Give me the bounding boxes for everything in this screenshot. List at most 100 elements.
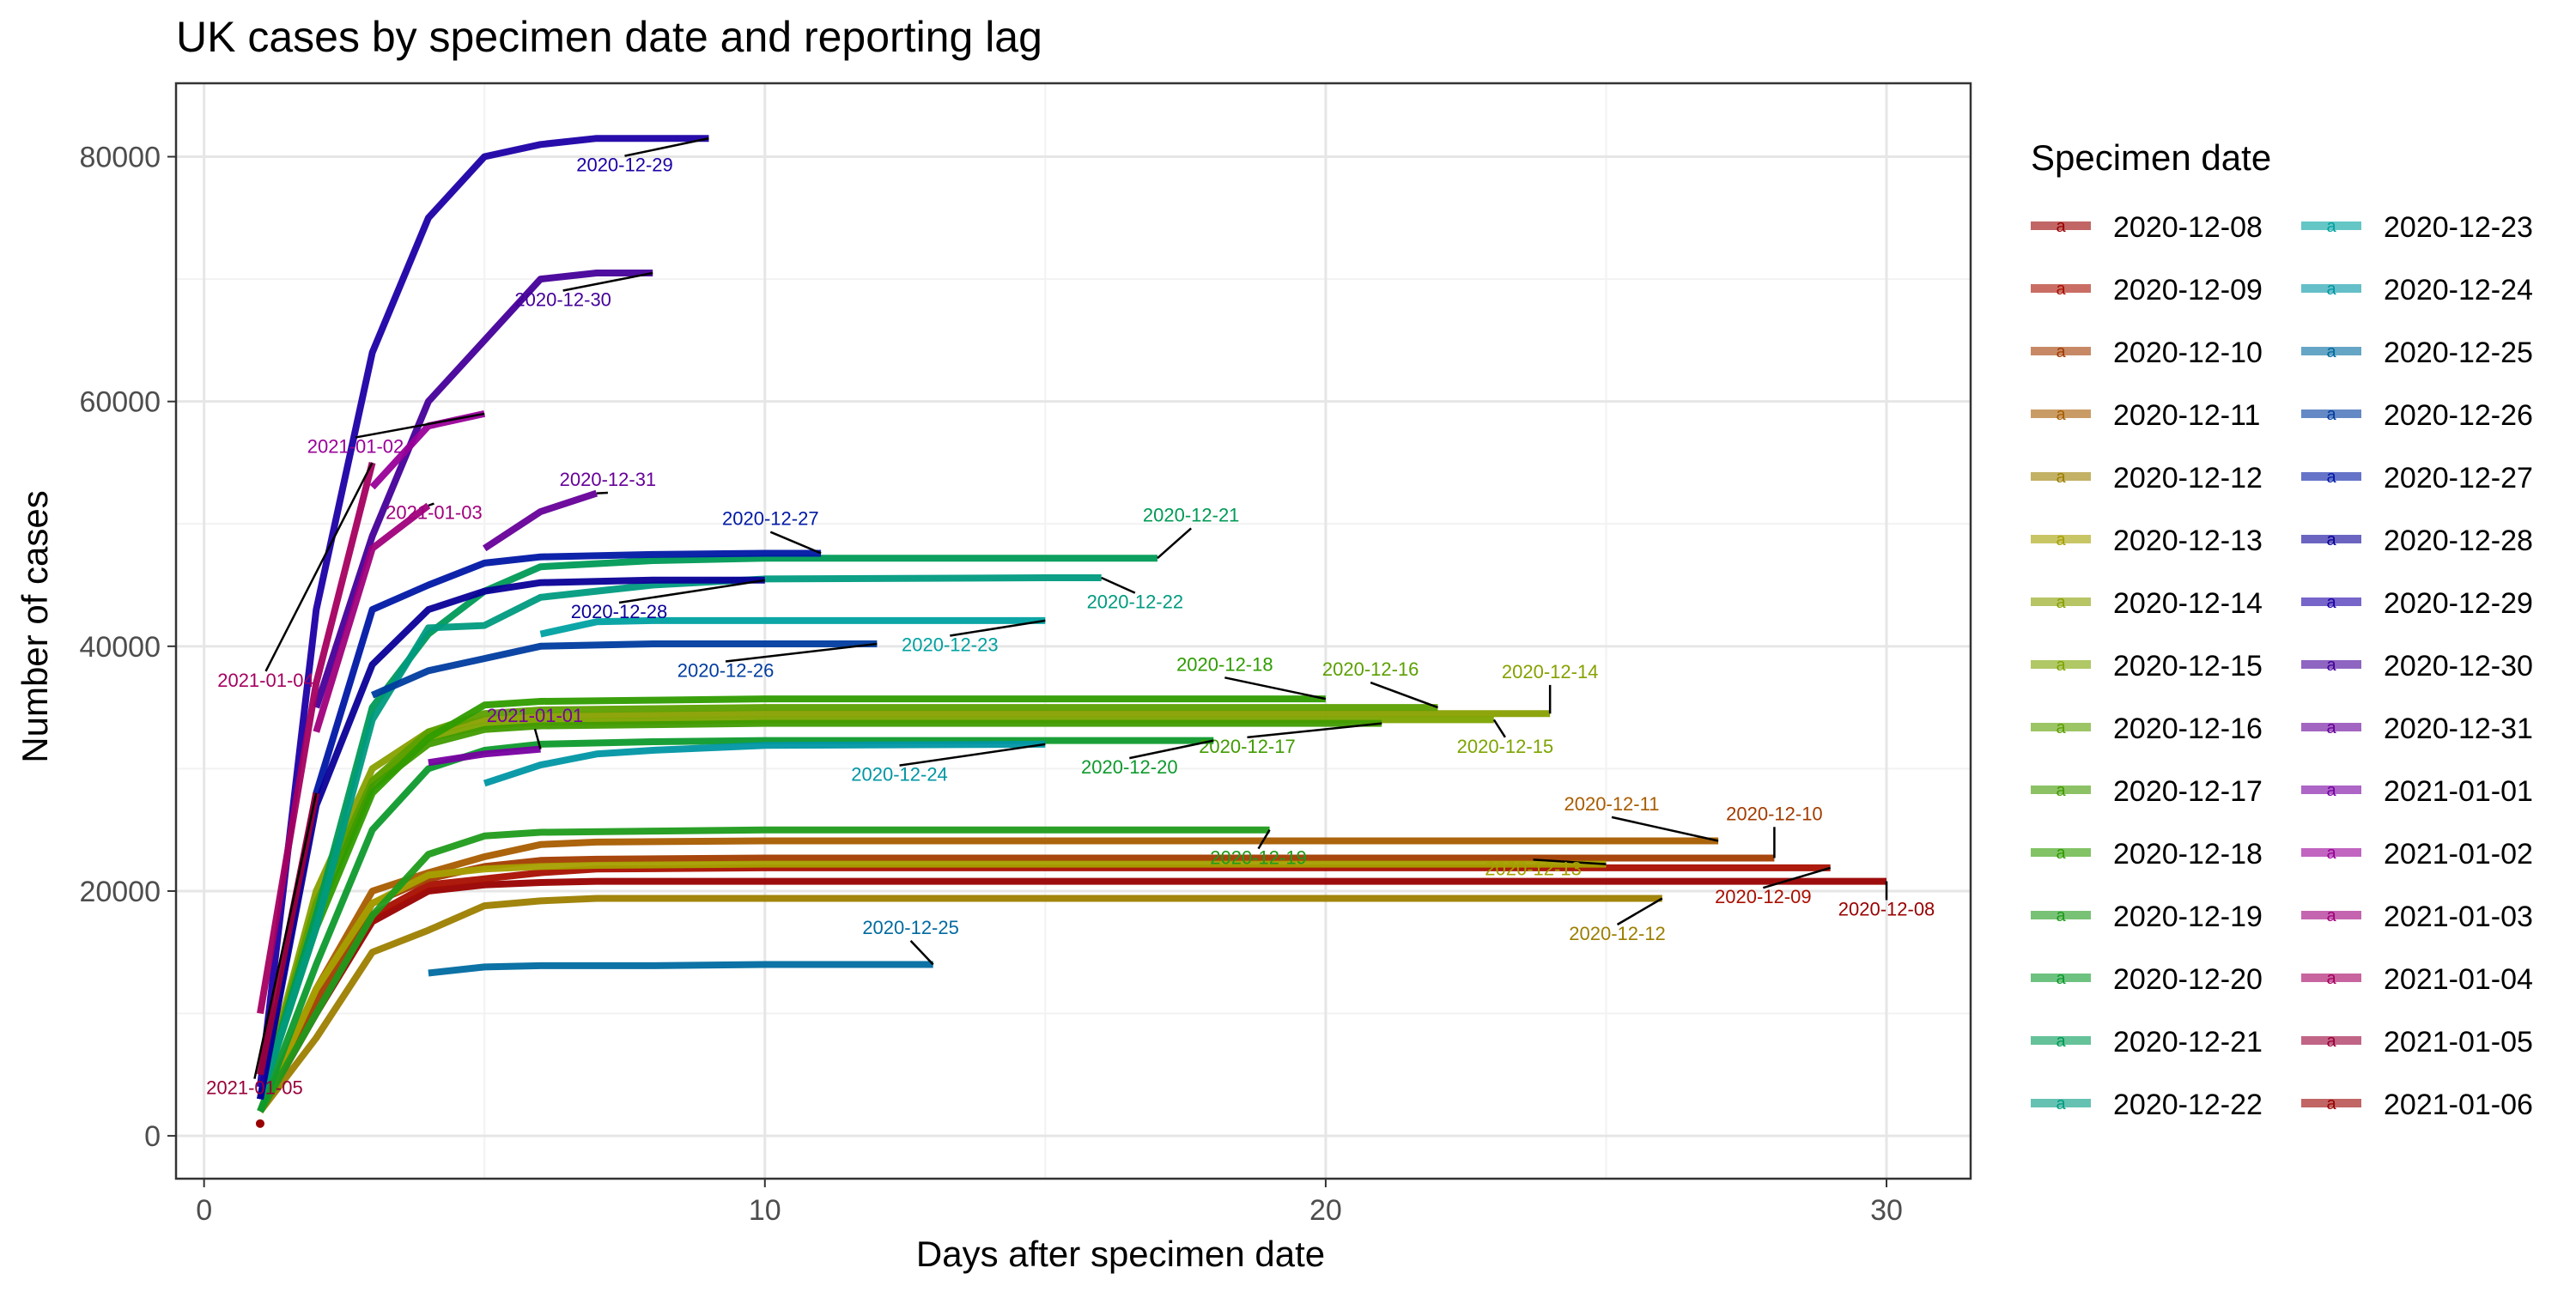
legend-key-glyph-2021-01-02: a	[2326, 844, 2336, 863]
y-tick-label: 80000	[79, 142, 161, 174]
legend-key-glyph-2021-01-06: a	[2326, 1095, 2336, 1113]
series-line-2020-12-26	[370, 640, 878, 699]
legend-key-glyph-2020-12-30: a	[2326, 656, 2336, 675]
series-line-2020-12-30	[313, 270, 653, 709]
legend-label-2020-12-26: 2020-12-26	[2384, 399, 2533, 432]
legend-item-2020-12-15: a 2020-12-15	[2031, 650, 2263, 682]
y-axis-title: Number of cases	[15, 490, 55, 762]
legend-item-2021-01-03: a 2021-01-03	[2301, 901, 2533, 933]
legend-key-glyph-2020-12-21: a	[2056, 1032, 2066, 1051]
series-line-2020-12-28	[257, 576, 765, 1101]
y-tick-label: 40000	[79, 631, 161, 664]
legend-item-2020-12-09: a 2020-12-09	[2031, 274, 2263, 306]
legend-label-2020-12-20: 2020-12-20	[2113, 963, 2263, 996]
series-label-2020-12-16: 2020-12-16	[1322, 658, 1419, 680]
series-line-2020-12-18	[257, 695, 1326, 1101]
legend-key-glyph-2020-12-08: a	[2056, 217, 2066, 236]
series-label-2020-12-10: 2020-12-10	[1726, 803, 1823, 824]
legend-label-2020-12-24: 2020-12-24	[2384, 274, 2533, 306]
series-line-2021-01-01	[428, 745, 541, 767]
legend-label-2020-12-22: 2020-12-22	[2113, 1089, 2263, 1121]
legend-item-2020-12-18: a 2020-12-18	[2031, 838, 2263, 870]
legend-label-2020-12-31: 2020-12-31	[2384, 713, 2533, 745]
series-line-2020-12-29	[257, 135, 709, 1088]
y-tick-label: 20000	[79, 876, 161, 908]
legend-key-glyph-2020-12-28: a	[2326, 531, 2336, 549]
series-line-2020-12-11	[257, 837, 1719, 1113]
series-label-2020-12-09: 2020-12-09	[1715, 886, 1812, 907]
series-line-2020-12-23	[539, 616, 1046, 638]
series-label-2020-12-23: 2020-12-23	[902, 634, 999, 656]
series-lines	[255, 135, 1886, 1128]
legend-item-2020-12-11: a 2020-12-11	[2031, 399, 2260, 432]
series-label-2020-12-08: 2020-12-08	[1838, 898, 1935, 919]
series-label-2020-12-17: 2020-12-17	[1199, 736, 1296, 757]
legend-label-2020-12-18: 2020-12-18	[2113, 838, 2263, 870]
legend-key-glyph-2020-12-15: a	[2056, 656, 2066, 675]
legend-label-2021-01-05: 2021-01-05	[2384, 1026, 2533, 1058]
legend-item-2020-12-19: a 2020-12-19	[2031, 901, 2263, 933]
legend-label-2020-12-27: 2020-12-27	[2384, 462, 2533, 494]
series-label-2020-12-28: 2020-12-28	[571, 601, 668, 622]
y-tick-label: 60000	[79, 386, 161, 419]
legend-label-2021-01-03: 2021-01-03	[2384, 901, 2533, 933]
plot-border	[174, 82, 1972, 1180]
series-label-2020-12-14: 2020-12-14	[1502, 661, 1599, 682]
label-leader-2020-12-13	[1533, 858, 1607, 865]
legend-item-2021-01-02: a 2021-01-02	[2301, 838, 2533, 870]
legend-item-2020-12-25: a 2020-12-25	[2301, 337, 2533, 369]
legend-label-2020-12-12: 2020-12-12	[2113, 462, 2263, 494]
series-label-2020-12-27: 2020-12-27	[722, 508, 819, 530]
legend-item-2020-12-27: a 2020-12-27	[2301, 462, 2533, 494]
series-line-2021-01-04	[257, 462, 376, 1015]
series-line-2021-01-03	[313, 502, 431, 733]
series-line-2020-12-20	[257, 737, 1214, 1113]
label-leader-2020-12-27	[769, 531, 822, 555]
legend-item-2020-12-22: a 2020-12-22	[2031, 1089, 2263, 1121]
chart-title: UK cases by specimen date and reporting …	[176, 13, 1042, 61]
label-leader-2020-12-11	[1611, 816, 1719, 842]
legend-label-2021-01-06: 2021-01-06	[2384, 1089, 2533, 1121]
legend-label-2020-12-09: 2020-12-09	[2113, 274, 2263, 306]
legend-item-2020-12-26: a 2020-12-26	[2301, 399, 2533, 432]
legend-item-2020-12-13: a 2020-12-13	[2031, 525, 2263, 557]
legend-item-2020-12-10: a 2020-12-10	[2031, 337, 2263, 369]
legend-label-2020-12-29: 2020-12-29	[2384, 587, 2533, 620]
label-leader-2021-01-03	[428, 502, 434, 507]
legend-item-2021-01-04: a 2021-01-04	[2301, 963, 2533, 996]
x-axis-title: Days after specimen date	[916, 1234, 1325, 1274]
legend-item-2020-12-23: a 2020-12-23	[2301, 211, 2533, 244]
label-leader-2020-12-25	[909, 940, 934, 966]
x-tick-label: 0	[196, 1194, 212, 1227]
legend-label-2020-12-10: 2020-12-10	[2113, 337, 2263, 369]
legend-item-2020-12-29: a 2020-12-29	[2301, 587, 2533, 620]
legend-item-2020-12-20: a 2020-12-20	[2031, 963, 2263, 996]
legend-label-2020-12-19: 2020-12-19	[2113, 901, 2263, 933]
legend-item-2020-12-16: a 2020-12-16	[2031, 713, 2263, 745]
label-leader-2020-12-23	[950, 619, 1046, 637]
series-line-2020-12-14	[257, 710, 1551, 1101]
label-leader-2020-12-16	[1370, 681, 1438, 709]
label-leader-2020-12-24	[899, 743, 1046, 767]
legend-item-2020-12-28: a 2020-12-28	[2301, 525, 2533, 557]
legend: Specimen date a 2020-12-08 a 2020-12-09 a 202…	[2031, 137, 2533, 1121]
series-label-2020-12-18: 2020-12-18	[1176, 653, 1273, 675]
series-label-2020-12-20: 2020-12-20	[1081, 756, 1178, 778]
series-line-2020-12-12	[257, 895, 1662, 1114]
legend-label-2020-12-16: 2020-12-16	[2113, 713, 2263, 745]
legend-key-glyph-2020-12-09: a	[2056, 280, 2066, 299]
label-leader-2021-01-02	[355, 412, 485, 439]
series-label-2021-01-01: 2021-01-01	[487, 705, 584, 726]
series-labels: 2020-12-08 2020-12-09 2020-12-10 2020-12-11…	[206, 136, 1935, 1099]
legend-key-glyph-2021-01-05: a	[2326, 1032, 2336, 1051]
series-label-2020-12-29: 2020-12-29	[576, 155, 673, 176]
series-line-2020-12-22	[257, 574, 1102, 1101]
legend-key-glyph-2021-01-01: a	[2326, 781, 2336, 800]
legend-key-glyph-2020-12-11: a	[2056, 405, 2066, 424]
legend-item-2021-01-06: a 2021-01-06	[2301, 1089, 2533, 1121]
series-label-2020-12-30: 2020-12-30	[514, 288, 611, 310]
label-leader-2021-01-05	[253, 792, 318, 1079]
series-label-2020-12-24: 2020-12-24	[851, 764, 948, 786]
